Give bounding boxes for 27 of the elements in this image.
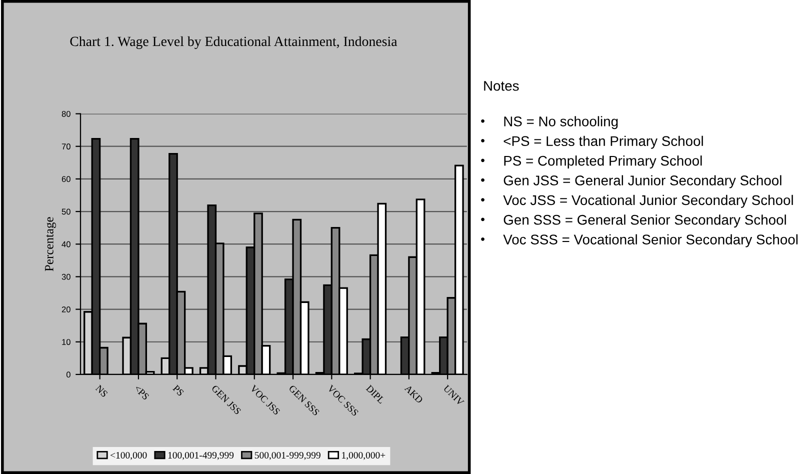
x-tick-label: PS (172, 384, 184, 396)
legend-label: 500,001-999,999 (254, 452, 320, 460)
y-tick-label: 0 (66, 372, 70, 378)
y-tick-label: 50 (62, 208, 70, 215)
y-tick-label: 60 (62, 176, 70, 182)
text: • Voc JSS = Vocational Junior Secondary School (481, 194, 793, 208)
y-tick-label: 80 (62, 110, 70, 117)
y-tick-label: 70 (62, 144, 70, 150)
x-tick-label: NS (95, 384, 108, 398)
text: • Voc SSS = Vocational Senior Secondary School (481, 234, 798, 248)
text: • NS = No schooling (481, 116, 618, 130)
chart-title: Chart 1. Wage Level by Educational Attainment, Indonesia (70, 36, 398, 49)
x-tick-label: AKD (404, 384, 424, 404)
text: • <PS = Less than Primary School (481, 136, 703, 149)
x-tick-label: <PS (134, 384, 150, 400)
y-tick-label: 20 (62, 306, 70, 312)
legend-label: <100,000 (110, 452, 147, 460)
text: Notes (484, 81, 519, 91)
legend-label: 1,000,000+ (342, 452, 386, 460)
text: • Gen SSS = General Senior Secondary School (481, 214, 786, 228)
text: • Gen JSS = General Junior Secondary School (481, 175, 782, 188)
y-tick-label: 10 (62, 339, 70, 345)
y-tick-label: 40 (62, 241, 70, 248)
y-axis-title: Percentage (45, 217, 56, 272)
legend-label: 100,001-499,999 (168, 452, 234, 460)
y-tick-label: 30 (62, 274, 70, 280)
text: • PS = Completed Primary School (481, 156, 702, 168)
